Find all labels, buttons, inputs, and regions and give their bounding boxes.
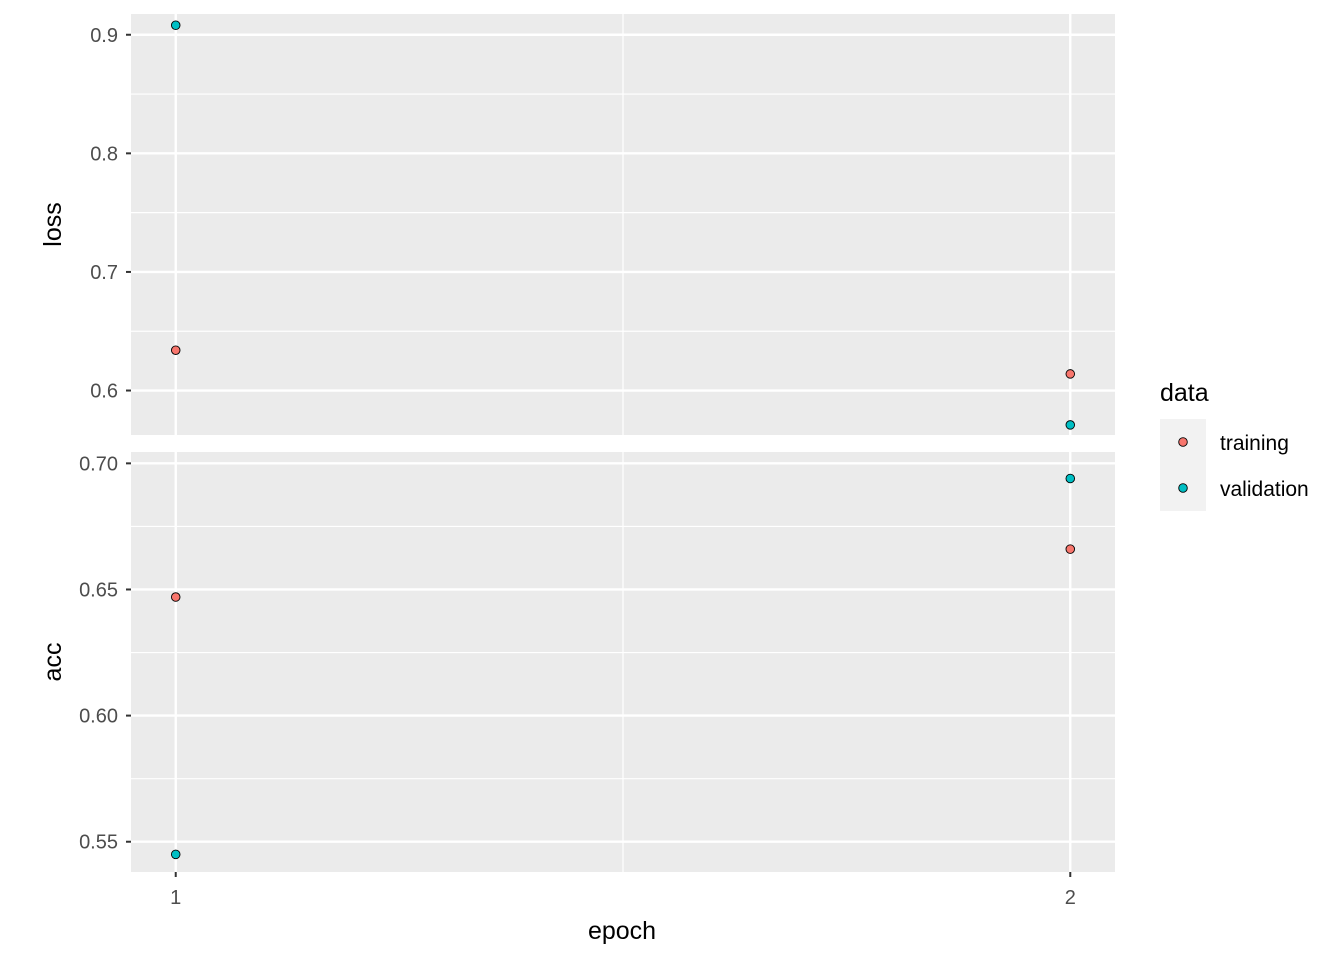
point-validation bbox=[1065, 473, 1076, 484]
y-tick-label: 0.55 bbox=[79, 832, 118, 854]
point-validation bbox=[170, 849, 181, 860]
x-tick-label: 1 bbox=[170, 887, 181, 909]
y-tick-label: 0.7 bbox=[90, 262, 118, 284]
y-tick-label: 0.9 bbox=[90, 25, 118, 47]
panel-acc: 0.55 0.60 0.65 0.70 acc bbox=[39, 452, 1115, 872]
point-training bbox=[170, 345, 181, 355]
point-validation bbox=[1065, 420, 1076, 430]
y-tick-label: 0.6 bbox=[90, 381, 118, 403]
legend: data training validation bbox=[1160, 379, 1309, 511]
y-axis-title: acc bbox=[39, 643, 67, 682]
y-tick-label: 0.8 bbox=[90, 143, 118, 165]
legend-label-training: training bbox=[1220, 432, 1289, 455]
legend-key-validation bbox=[1178, 483, 1188, 493]
y-tick-label: 0.70 bbox=[79, 453, 118, 475]
x-tick-label: 2 bbox=[1065, 887, 1076, 909]
point-training bbox=[170, 592, 181, 602]
point-training bbox=[1065, 369, 1076, 379]
legend-key-background bbox=[1160, 419, 1206, 511]
x-axis-title: epoch bbox=[588, 917, 656, 945]
legend-key-training bbox=[1178, 437, 1188, 447]
panel-loss: 0.6 0.7 0.8 0.9 loss bbox=[39, 14, 1115, 435]
y-tick-label: 0.60 bbox=[79, 706, 118, 728]
y-axis-title: loss bbox=[39, 202, 67, 246]
legend-label-validation: validation bbox=[1220, 478, 1309, 501]
y-tick-label: 0.65 bbox=[79, 579, 118, 601]
panels-layer: 0.6 0.7 0.8 0.9 loss 0.55 0.60 0.65 0.70 acc bbox=[39, 14, 1115, 872]
point-training bbox=[1065, 544, 1076, 554]
point-validation bbox=[170, 20, 181, 31]
legend-title: data bbox=[1160, 379, 1209, 407]
